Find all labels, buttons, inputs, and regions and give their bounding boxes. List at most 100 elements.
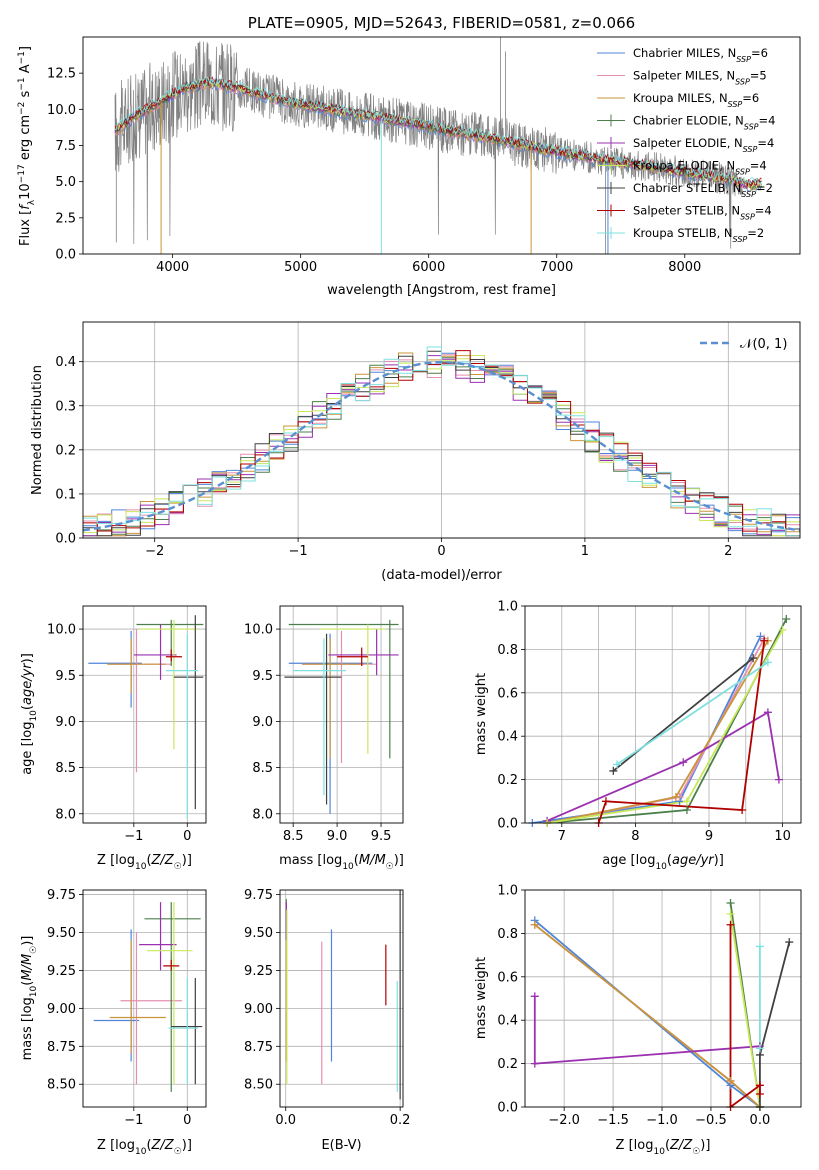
x-tick-label: 6000 xyxy=(412,260,445,275)
data-point-marker xyxy=(755,1044,764,1053)
data-point-marker xyxy=(601,797,610,806)
axes-frame xyxy=(82,889,207,1108)
x-tick-label: 9.5 xyxy=(371,829,392,844)
x-tick-label: −0.5 xyxy=(695,1113,727,1128)
panel-age_vs_Z: −1 0 8.0 8.5 9.0 9.5 10.0 Z [log10(Z/Z☉)] age [l… xyxy=(20,605,207,872)
y-tick-label: 12.5 xyxy=(47,67,76,82)
mass-weight-series-1 xyxy=(546,638,765,823)
data-point-marker xyxy=(763,708,772,717)
mass-weight-series-8 xyxy=(616,661,769,766)
x-tick-label: −1 xyxy=(124,1113,143,1128)
data-point-marker xyxy=(760,636,769,645)
data-point-marker xyxy=(530,1059,539,1068)
axes-frame xyxy=(524,605,802,824)
data-point-marker xyxy=(726,899,735,908)
y-tick-label: 0.0 xyxy=(55,532,76,547)
y-tick-label: 8.50 xyxy=(244,1078,273,1093)
data-point-marker xyxy=(682,805,691,814)
panel-spectrum: 4000 5000 6000 7000 8000 0.0 2.5 5.0 7.5 10.0 12.5… xyxy=(17,14,801,298)
x-tick-label: −1.5 xyxy=(597,1113,629,1128)
data-point-marker xyxy=(778,625,787,634)
y-tick-label: 2.5 xyxy=(55,211,76,226)
x-tick-label: 5000 xyxy=(284,260,317,275)
y-tick-label: 10.0 xyxy=(47,103,76,118)
mass-weight-series-5 xyxy=(729,913,761,1107)
y-tick-label: 8.0 xyxy=(55,807,76,822)
x-tick-label: 7 xyxy=(558,829,566,844)
x-tick-label: 0 xyxy=(183,1113,191,1128)
mass-weight-series-7 xyxy=(597,640,766,823)
data-point-marker xyxy=(774,775,783,784)
legend-label: Salpeter ELODIE, NSSP=4 xyxy=(633,136,774,154)
legend-label: Kroupa STELIB, NSSP=2 xyxy=(633,226,764,244)
data-point-marker xyxy=(726,920,735,929)
y-axis-label: Normed distribution xyxy=(30,365,45,495)
data-point-marker xyxy=(785,938,794,947)
x-tick-label: 8000 xyxy=(668,260,701,275)
chart-title: PLATE=0905, MJD=52643, FIBERID=0581, z=0… xyxy=(248,14,635,32)
model-spectrum-8 xyxy=(115,76,762,186)
data-point-marker xyxy=(682,797,691,806)
y-tick-label: 1.0 xyxy=(497,884,518,899)
axes-frame xyxy=(82,36,801,255)
panel-mass_vs_EBV: 0.0 0.2 8.50 8.75 9.00 9.25 9.50 9.75 E(B-V) xyxy=(244,888,411,1153)
y-tick-label: 9.0 xyxy=(252,715,273,730)
y-tick-label: 10.0 xyxy=(47,623,76,638)
axis-label: mass [log10(M/M☉)] xyxy=(20,936,39,1061)
data-point-marker xyxy=(726,1076,735,1085)
x-tick-label: −1.0 xyxy=(646,1113,678,1128)
data-point-marker xyxy=(738,805,747,814)
y-tick-label: 0.0 xyxy=(55,248,76,263)
x-tick-label: 0.0 xyxy=(750,1113,771,1128)
x-tick-label: 1 xyxy=(581,544,589,559)
y-tick-label: 9.25 xyxy=(47,964,76,979)
y-axis-label: mass weight xyxy=(474,673,489,755)
x-tick-label: 8.5 xyxy=(283,829,304,844)
x-tick-label: 9 xyxy=(705,829,713,844)
model-spectrum-2 xyxy=(114,79,762,192)
x-tick-label: −1 xyxy=(289,544,308,559)
x-tick-label: 4000 xyxy=(156,260,189,275)
normal-reference-curve xyxy=(83,360,800,532)
y-tick-label: 9.00 xyxy=(244,1002,273,1017)
x-tick-label: −1 xyxy=(124,829,143,844)
y-tick-label: 9.75 xyxy=(244,888,273,903)
panel-mass_vs_Z: −1 0 8.50 8.75 9.00 9.25 9.50 9.75 Z [log10(Z/Z☉… xyxy=(20,888,207,1157)
y-tick-label: 0.3 xyxy=(55,399,76,414)
y-tick-label: 0.4 xyxy=(497,1014,518,1029)
y-tick-label: 8.5 xyxy=(252,761,273,776)
plot-area xyxy=(93,902,203,1092)
data-point-marker xyxy=(782,615,791,624)
axis-label: Z [log10(Z/Z☉)] xyxy=(616,1138,711,1157)
y-tick-label: 0.2 xyxy=(55,443,76,458)
y-tick-label: 9.5 xyxy=(55,669,76,684)
y-tick-label: 0.0 xyxy=(497,817,518,832)
plot-area xyxy=(88,615,204,819)
data-point-marker xyxy=(755,942,764,951)
x-tick-label: 0 xyxy=(437,544,445,559)
data-point-marker xyxy=(530,992,539,1001)
plot-area xyxy=(114,37,763,254)
y-tick-label: 9.00 xyxy=(47,1002,76,1017)
x-tick-label: 9.0 xyxy=(327,829,348,844)
y-tick-label: 7.5 xyxy=(55,139,76,154)
model-spectrum-7 xyxy=(114,76,762,187)
data-point-marker xyxy=(763,658,772,667)
mass-weight-series-5 xyxy=(546,629,784,823)
y-tick-label: 8.75 xyxy=(47,1040,76,1055)
y-tick-label: 0.0 xyxy=(497,1101,518,1116)
data-point-marker xyxy=(671,792,680,801)
histogram-series-8 xyxy=(83,346,800,538)
panel-massweight_vs_age: 7 8 9 10 0.0 0.2 0.4 0.6 0.8 1.0 age [log10(age/yr… xyxy=(474,600,802,872)
x-tick-label: 10 xyxy=(774,829,791,844)
mass-weight-series-6 xyxy=(612,657,754,772)
x-tick-label: 0.2 xyxy=(390,1113,411,1128)
y-tick-label: 0.8 xyxy=(497,927,518,942)
x-tick-label: −2.0 xyxy=(548,1113,580,1128)
axis-label: Flux [fλ10−17 erg cm−2 s−1 A−1] xyxy=(17,46,37,246)
panel-massweight_vs_Z: −2.0 −1.5 −1.0 −0.5 0.0 0.0 0.2 0.4 0.6 0.8 1.0 Z [… xyxy=(474,884,802,1157)
y-tick-label: 8.50 xyxy=(47,1078,76,1093)
data-point-marker xyxy=(749,654,758,663)
data-point-marker xyxy=(609,766,618,775)
